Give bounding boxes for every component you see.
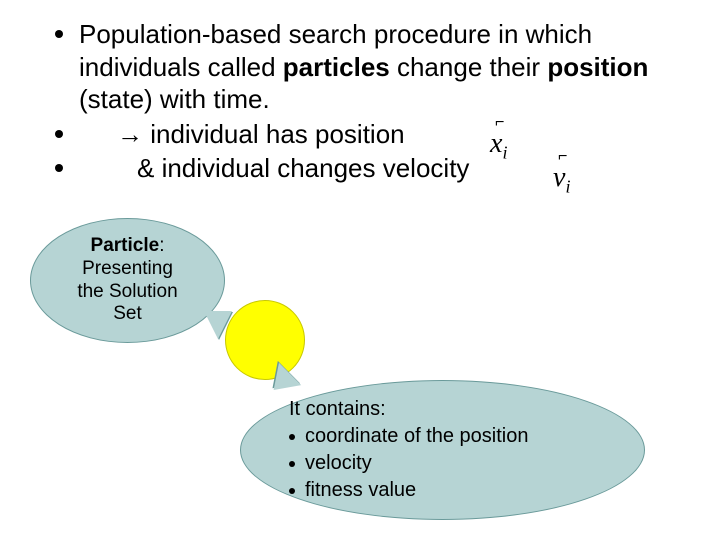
- bullet-item-2: → individual has position: [55, 118, 700, 151]
- math-x: xi: [490, 128, 507, 164]
- bubble1-line1: Presenting: [82, 258, 173, 281]
- math-v-base: v: [553, 162, 565, 193]
- b2-dot: [289, 461, 295, 467]
- bubble2-item-0: coordinate of the position: [289, 423, 529, 450]
- math-x-sub: i: [502, 143, 507, 163]
- contains-bubble: It contains: coordinate of the position …: [240, 380, 645, 520]
- bullet-text-3: & individual changes velocity: [79, 152, 700, 185]
- bubble1-line3: Set: [113, 303, 142, 326]
- b2-arrow: →: [117, 119, 143, 149]
- bubble2-tail-fill: [269, 360, 301, 390]
- b3-text: & individual changes velocity: [137, 153, 469, 183]
- b1-post: (state) with time.: [79, 84, 270, 114]
- b1-mid: change their: [390, 52, 548, 82]
- bullet-text-1: Population-based search procedure in whi…: [79, 18, 700, 116]
- bullet-dot: [55, 164, 63, 172]
- bubble1-line-title: Particle:: [91, 235, 165, 258]
- b2-dot: [289, 488, 295, 494]
- b2-item-text-0: coordinate of the position: [305, 423, 529, 450]
- bullet-dot: [55, 30, 63, 38]
- bullet-dot: [55, 130, 63, 138]
- b2-dot: [289, 434, 295, 440]
- b1-bold1: particles: [283, 52, 390, 82]
- bubble2-header: It contains:: [289, 396, 529, 423]
- math-x-base: x: [490, 128, 502, 159]
- bubble2-content: It contains: coordinate of the position …: [289, 396, 529, 504]
- math-v: vi: [553, 162, 570, 198]
- bubble1-line2: the Solution: [77, 281, 177, 304]
- bubble2-item-1: velocity: [289, 450, 529, 477]
- bubble2-item-2: fitness value: [289, 477, 529, 504]
- bubble1-colon: :: [159, 235, 164, 256]
- bullet-item-3: & individual changes velocity: [55, 152, 700, 185]
- particle-bubble: Particle: Presenting the Solution Set: [30, 218, 225, 343]
- b2-item-text-1: velocity: [305, 450, 372, 477]
- math-v-sub: i: [565, 177, 570, 197]
- b2-item-text-2: fitness value: [305, 477, 416, 504]
- b1-bold2: position: [547, 52, 648, 82]
- bullet-item-1: Population-based search procedure in whi…: [55, 18, 700, 116]
- b2-text: individual has position: [143, 119, 405, 149]
- bullet-list: Population-based search procedure in whi…: [0, 0, 720, 185]
- bullet-text-2: → individual has position: [79, 118, 700, 151]
- bubble1-title: Particle: [91, 235, 160, 256]
